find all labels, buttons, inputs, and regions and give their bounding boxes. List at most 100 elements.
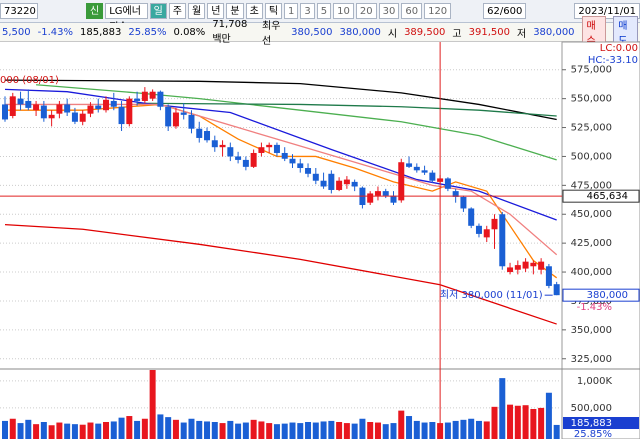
candle-body	[273, 144, 280, 153]
volume-bar	[545, 392, 552, 439]
volume-bar	[211, 422, 218, 439]
period-button[interactable]: 일	[149, 3, 167, 19]
candle-body	[328, 173, 335, 190]
interval-button[interactable]: 3	[300, 3, 315, 19]
period-button[interactable]: 년	[207, 3, 225, 19]
period-button[interactable]: 틱	[264, 3, 283, 19]
candle-body	[141, 91, 148, 101]
candle-body	[48, 114, 55, 119]
quote-item: 185,883	[80, 26, 122, 38]
quote-item: 389,500	[404, 26, 446, 38]
volume-bar	[188, 418, 195, 439]
candle-body	[382, 191, 389, 196]
moving-average	[137, 102, 557, 117]
candle-body	[56, 104, 63, 114]
candle-body	[499, 214, 506, 267]
volume-bar	[2, 420, 8, 439]
candle-body	[266, 144, 273, 148]
period-button[interactable]: 월	[188, 3, 206, 19]
interval-button[interactable]: 120	[424, 3, 452, 19]
interval-button[interactable]: 60	[401, 3, 423, 19]
candle-body	[242, 159, 249, 167]
candle-body	[483, 229, 490, 238]
candle-body	[95, 105, 102, 110]
right-axis	[561, 41, 640, 439]
quote-item: 391,500	[468, 26, 510, 38]
volume-bar	[196, 420, 203, 439]
interval-button[interactable]: 30	[378, 3, 400, 19]
quote-item: 저	[516, 28, 527, 40]
date: 2023/11/01	[574, 3, 640, 19]
volume-bar	[530, 409, 537, 439]
volume-bar	[522, 405, 529, 439]
volume-bar	[359, 418, 366, 439]
volume-bar	[553, 424, 560, 439]
candle-body	[71, 112, 78, 122]
interval-button[interactable]: 5	[316, 3, 332, 19]
candle-body	[149, 91, 156, 99]
last-price: 380,000	[587, 290, 628, 301]
period-button[interactable]: 주	[168, 3, 186, 19]
volume-bar	[336, 422, 343, 439]
y-tick-label: 425,000	[571, 238, 612, 249]
volume-bar	[374, 422, 381, 439]
candle-body	[258, 147, 265, 153]
candle-body	[17, 98, 24, 105]
candle-body	[553, 284, 560, 296]
moving-average	[4, 88, 557, 221]
volume-bar	[134, 420, 141, 439]
volume-bar	[305, 422, 312, 439]
volume-bar	[87, 422, 94, 439]
candle-body	[157, 91, 164, 107]
candle-body	[320, 180, 327, 187]
volume-bar	[172, 419, 179, 439]
quote-item: 380,500	[291, 26, 333, 38]
y-tick-label: 525,000	[571, 123, 612, 134]
candle-body	[390, 195, 397, 203]
volume-bar	[483, 421, 490, 439]
candle-body	[172, 112, 179, 127]
volume-bar	[250, 419, 257, 439]
period-button[interactable]: 초	[245, 3, 263, 19]
candle-body	[367, 193, 374, 203]
candle-body	[374, 191, 381, 196]
interval-button[interactable]: 10	[333, 3, 354, 19]
candle-body	[343, 179, 350, 185]
name-badge: 신	[86, 3, 104, 19]
volume-bar	[382, 424, 389, 439]
volume-bar	[17, 423, 24, 439]
code-input[interactable]: 73220	[0, 3, 38, 19]
volume-bar	[165, 417, 172, 439]
y-tick-label: 400,000	[571, 267, 612, 278]
candle-body	[289, 158, 296, 164]
candle-body	[406, 163, 413, 167]
quote-item: 25.85%	[128, 26, 167, 38]
candle-body	[87, 105, 94, 114]
y-tick-label: 475,000	[571, 180, 612, 191]
volume-bar	[273, 424, 280, 439]
lc-label: LC:0.00	[600, 43, 638, 54]
volume-bar	[9, 418, 16, 439]
interval-button[interactable]: 20	[355, 3, 377, 19]
volume-bar	[266, 423, 273, 439]
hc-label: HC:-33.10	[588, 55, 638, 66]
last-volume: 185,883	[571, 418, 612, 429]
volume-bar	[258, 421, 265, 439]
moving-average	[5, 103, 558, 256]
volume-bar	[491, 406, 498, 439]
period-button[interactable]: 분	[226, 3, 244, 19]
candle-body	[227, 147, 234, 157]
volume-bar	[103, 422, 110, 439]
volume-bar	[499, 378, 506, 439]
volume-bar	[242, 422, 249, 439]
volume-bar	[281, 423, 288, 439]
candle-body	[110, 100, 117, 107]
candle-body	[305, 168, 312, 174]
volume-bar	[328, 420, 335, 439]
volume-bar	[71, 424, 78, 439]
volume-bar	[79, 424, 86, 439]
y-tick-label: 450,000	[571, 209, 612, 220]
volume-bar	[444, 422, 451, 439]
interval-button[interactable]: 1	[284, 3, 299, 19]
volume-bar	[126, 416, 133, 439]
